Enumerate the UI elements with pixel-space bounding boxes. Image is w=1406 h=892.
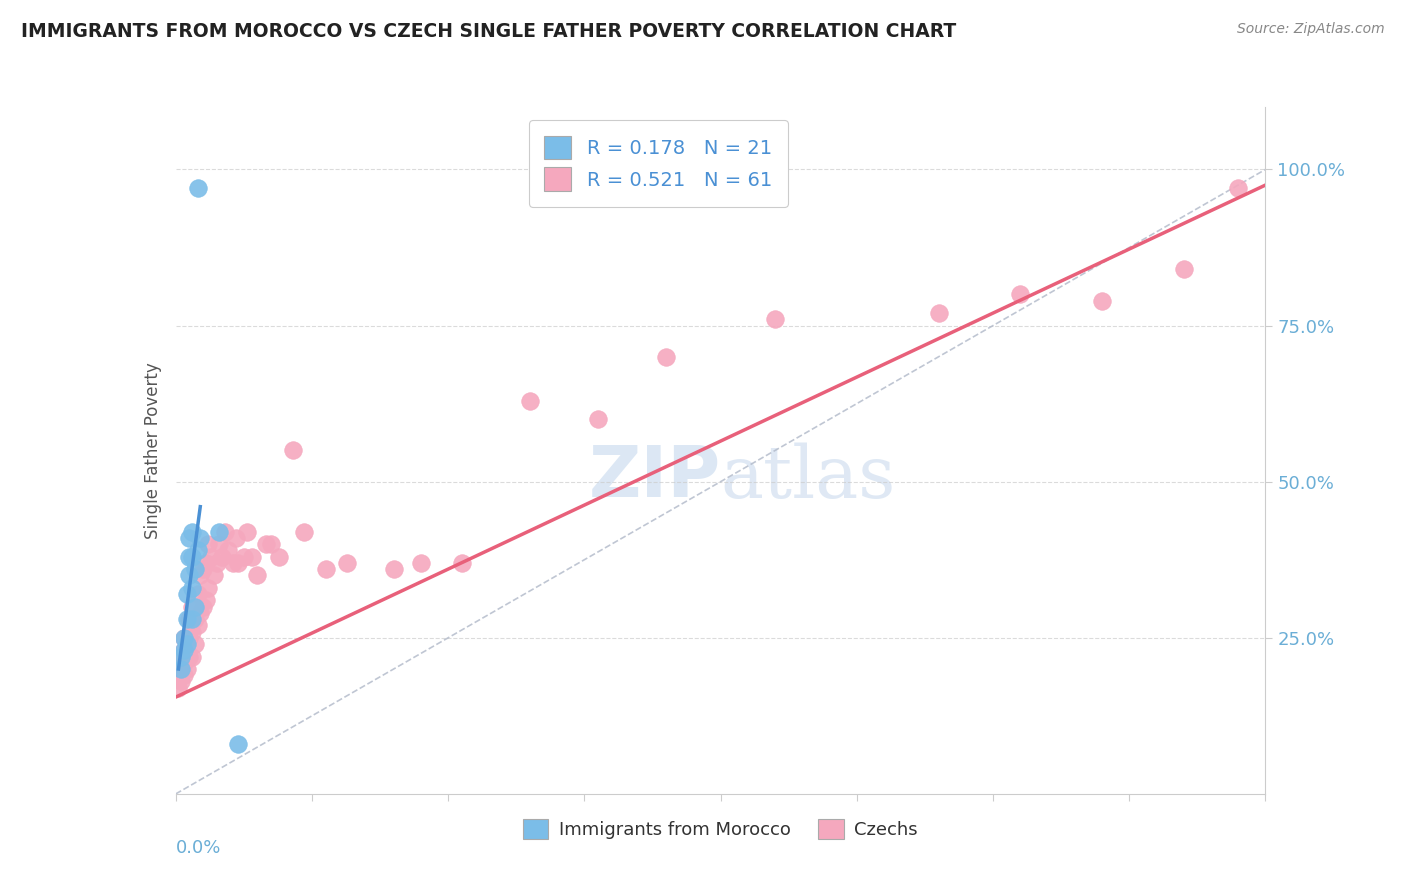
Point [186,181,209,195]
Point [222,556,245,570]
Point [191,599,214,614]
Point [228,556,250,570]
Point [176,612,198,626]
Point [228,737,250,751]
Point [173,668,195,682]
Point [179,549,201,564]
Point [409,556,432,570]
Point [191,562,214,576]
Point [176,637,198,651]
Point [188,606,211,620]
Point [197,537,219,551]
Point [336,556,359,570]
Point [173,656,195,670]
Point [186,587,209,601]
Point [184,562,207,576]
Point [205,556,228,570]
Point [181,599,204,614]
Text: IMMIGRANTS FROM MOROCCO VS CZECH SINGLE FATHER POVERTY CORRELATION CHART: IMMIGRANTS FROM MOROCCO VS CZECH SINGLE … [21,22,956,41]
Point [200,549,222,564]
Point [170,649,193,664]
Point [181,524,204,539]
Point [184,599,207,614]
Text: ZIP: ZIP [588,443,721,512]
Point [173,643,195,657]
Point [173,631,195,645]
Text: atlas: atlas [721,442,896,513]
Text: Source: ZipAtlas.com: Source: ZipAtlas.com [1237,22,1385,37]
Point [1091,293,1114,308]
Point [186,618,209,632]
Point [382,562,405,576]
Y-axis label: Single Father Poverty: Single Father Poverty [143,362,162,539]
Point [292,524,315,539]
Point [260,537,283,551]
Point [217,543,239,558]
Point [197,581,219,595]
Point [173,643,195,657]
Point [170,662,193,676]
Point [208,537,231,551]
Point [179,649,201,664]
Point [1010,287,1032,301]
Point [194,556,217,570]
Point [181,549,204,564]
Point [208,524,231,539]
Point [188,531,211,545]
Point [176,662,198,676]
Point [240,549,263,564]
Point [181,581,204,595]
Point [170,649,193,664]
Point [232,549,254,564]
Point [167,681,190,695]
Point [179,631,201,645]
Point [519,393,541,408]
Text: 0.0%: 0.0% [176,838,221,856]
Point [1227,181,1250,195]
Point [225,531,247,545]
Point [211,549,233,564]
Point [281,443,304,458]
Point [188,568,211,582]
Point [586,412,609,426]
Point [173,631,195,645]
Point [179,568,201,582]
Point [202,568,225,582]
Point [214,524,236,539]
Point [176,587,198,601]
Point [254,537,277,551]
Point [763,312,786,326]
Point [170,674,193,689]
Point [181,649,204,664]
Point [246,568,269,582]
Point [450,556,472,570]
Point [1173,262,1195,277]
Point [181,624,204,639]
Point [184,637,207,651]
Point [179,531,201,545]
Point [194,593,217,607]
Point [315,562,337,576]
Point [235,524,257,539]
Point [170,662,193,676]
Point [186,543,209,558]
Point [184,612,207,626]
Point [181,612,204,626]
Point [179,612,201,626]
Point [176,649,198,664]
Point [655,350,678,364]
Point [928,306,950,320]
Point [269,549,291,564]
Legend: Immigrants from Morocco, Czechs: Immigrants from Morocco, Czechs [516,812,925,847]
